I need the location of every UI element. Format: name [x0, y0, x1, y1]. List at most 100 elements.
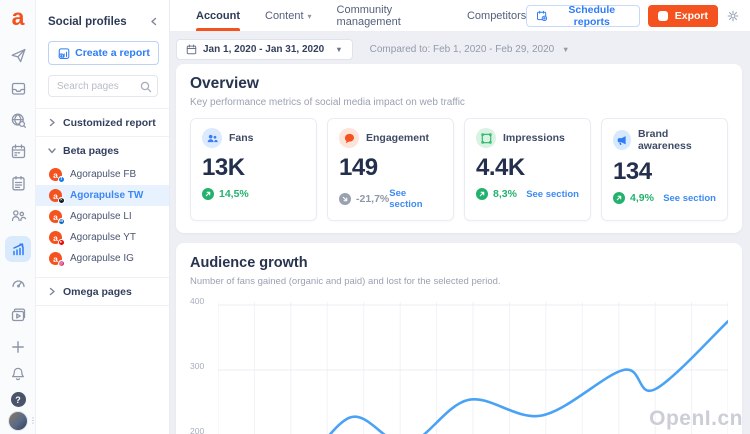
- main-area: Account Content ▾ Community management Co…: [170, 0, 750, 434]
- divider: [36, 305, 169, 306]
- sidebar-section-omega-pages[interactable]: Omega pages: [36, 278, 169, 305]
- see-section-link[interactable]: See section: [389, 188, 423, 210]
- youtube-badge-icon: ▸: [57, 238, 65, 246]
- export-button[interactable]: Export: [647, 4, 718, 27]
- engagement-icon: [339, 128, 359, 148]
- avatar-menu-dots-icon[interactable]: ⋮: [29, 416, 37, 425]
- metric-change: -21,7%: [355, 193, 390, 205]
- y-axis-tick: 300: [190, 361, 205, 371]
- metric-change: 8,3%: [493, 188, 517, 200]
- fans-icon: [202, 128, 222, 148]
- metric-card-fans: Fans 13K 14,5% See section: [190, 118, 317, 221]
- openi-watermark: OpenI.cn: [649, 407, 743, 430]
- sidebar-section-beta-pages[interactable]: Beta pages: [36, 137, 169, 164]
- chevron-right-icon: [48, 287, 56, 296]
- y-axis-tick: 200: [190, 426, 205, 434]
- audience-growth-title: Audience growth: [190, 255, 308, 271]
- agorapulse-instagram-icon: a ◎: [49, 252, 65, 267]
- chevron-down-icon: ▼: [335, 45, 343, 54]
- impressions-icon: [476, 128, 496, 148]
- logo-a-icon: a: [11, 4, 25, 30]
- chevron-right-icon: [48, 118, 56, 127]
- collapse-sidebar-icon[interactable]: [150, 13, 158, 31]
- agorapulse-twitter-icon: a ✕: [49, 189, 65, 204]
- sidebar-title: Social profiles: [48, 16, 127, 28]
- overview-title: Overview: [190, 75, 259, 92]
- sidebar-item-agorapulse-yt[interactable]: a ▸ Agorapulse YT: [36, 227, 169, 248]
- metric-card-engagement: Engagement 149 -21,7% See section: [327, 118, 454, 221]
- tab-account[interactable]: Account: [196, 0, 240, 31]
- calendar-icon[interactable]: [0, 143, 36, 160]
- instagram-badge-icon: ◎: [57, 259, 65, 267]
- trend-arrow-icon: [476, 188, 488, 200]
- overview-panel: Overview Key performance metrics of soci…: [176, 64, 742, 233]
- chevron-down-icon: ▼: [561, 45, 570, 54]
- linkedin-badge-icon: in: [57, 217, 65, 225]
- audience-growth-chart: 400 300 200: [190, 296, 728, 434]
- divider: [36, 136, 169, 137]
- metric-value: 13K: [202, 154, 245, 181]
- dashboard-icon[interactable]: [0, 274, 36, 291]
- overview-subtitle: Key performance metrics of social media …: [190, 97, 465, 108]
- metric-value: 4.4K: [476, 154, 525, 181]
- inbox-icon[interactable]: [0, 80, 36, 97]
- audience-growth-subtitle: Number of fans gained (organic and paid)…: [190, 276, 501, 287]
- search-icon: [140, 80, 152, 98]
- user-avatar[interactable]: [0, 411, 36, 431]
- sidebar-item-agorapulse-li[interactable]: a in Agorapulse LI: [36, 206, 169, 227]
- chevron-down-icon: ▾: [307, 11, 312, 21]
- brand-awareness-icon: [613, 130, 631, 150]
- tab-competitors[interactable]: Competitors: [466, 9, 527, 22]
- create-report-button[interactable]: Create a report: [48, 41, 159, 65]
- social-profiles-sidebar: Social profiles Create a report Customiz…: [36, 0, 170, 434]
- trend-arrow-icon: [339, 193, 351, 205]
- metric-change: 14,5%: [219, 188, 249, 200]
- avatar-image: [8, 411, 28, 431]
- twitter-badge-icon: ✕: [57, 196, 65, 204]
- planner-icon[interactable]: [0, 175, 36, 192]
- report-tabs-bar: Account Content ▾ Community management Co…: [170, 0, 750, 32]
- metric-value: 149: [339, 154, 378, 181]
- line-chart: [218, 302, 728, 434]
- listening-icon[interactable]: [0, 112, 36, 129]
- date-range-picker[interactable]: Jan 1, 2020 - Jan 31, 2020 ▼: [176, 39, 353, 60]
- see-section-link[interactable]: See section: [663, 192, 716, 204]
- agorapulse-logo[interactable]: a: [0, 6, 36, 29]
- facebook-badge-icon: f: [57, 175, 65, 183]
- audience-growth-panel: Audience growth Number of fans gained (o…: [176, 243, 742, 434]
- export-icon: [657, 10, 668, 21]
- schedule-reports-button[interactable]: Schedule reports: [526, 4, 640, 28]
- divider: [36, 277, 169, 278]
- notifications-icon[interactable]: [0, 366, 36, 382]
- reports-icon: [5, 236, 31, 262]
- see-section-link[interactable]: See section: [526, 188, 579, 200]
- publish-icon[interactable]: [0, 47, 36, 64]
- search-pages-input[interactable]: [48, 75, 158, 97]
- tab-content[interactable]: Content ▾: [265, 9, 312, 22]
- filter-bar: Jan 1, 2020 - Jan 31, 2020 ▼ Compared to…: [170, 32, 750, 60]
- report-content: Jan 1, 2020 - Jan 31, 2020 ▼ Compared to…: [170, 32, 750, 434]
- divider: [36, 108, 169, 109]
- icon-rail: a ? ⋮: [0, 0, 37, 434]
- trend-arrow-icon: [613, 192, 625, 204]
- agorapulse-youtube-icon: a ▸: [49, 231, 65, 246]
- report-add-icon: [58, 47, 70, 59]
- schedule-calendar-icon: [537, 10, 548, 22]
- reports-icon-active[interactable]: [0, 236, 36, 262]
- media-library-icon[interactable]: [0, 307, 36, 324]
- sidebar-item-agorapulse-ig[interactable]: a ◎ Agorapulse IG: [36, 248, 169, 269]
- help-icon[interactable]: ?: [0, 392, 36, 407]
- y-axis-tick: 400: [190, 296, 205, 306]
- tab-community-management[interactable]: Community management: [336, 3, 401, 28]
- compared-to-picker[interactable]: Compared to: Feb 1, 2020 - Feb 29, 2020 …: [369, 44, 570, 55]
- sidebar-item-agorapulse-tw[interactable]: a ✕ Agorapulse TW: [36, 185, 169, 206]
- sidebar-section-customized-report[interactable]: Customized report: [36, 109, 169, 136]
- settings-gear-icon[interactable]: [726, 9, 740, 23]
- metric-value: 134: [613, 158, 652, 185]
- metric-card-brand-awareness: Brand awareness 134 4,9% See section: [601, 118, 728, 221]
- calendar-icon: [186, 44, 197, 55]
- trend-arrow-icon: [202, 188, 214, 200]
- team-icon[interactable]: [0, 207, 36, 224]
- add-icon[interactable]: [0, 339, 36, 355]
